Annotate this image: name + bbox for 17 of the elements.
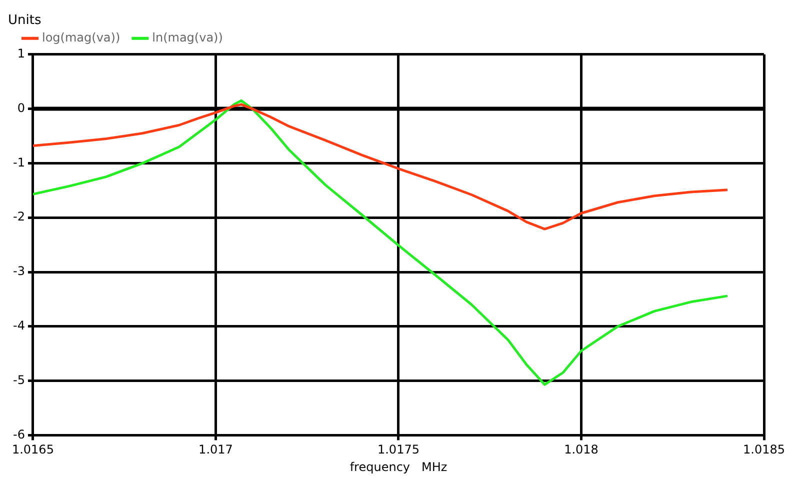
legend-label: log(mag(va)): [42, 30, 120, 45]
y-tick-label: -1: [12, 155, 25, 170]
y-tick-label: -4: [12, 318, 25, 333]
legend-label: ln(mag(va)): [152, 30, 223, 45]
x-tick-label: 1.0165: [12, 442, 54, 457]
x-axis-title: frequency MHz: [350, 460, 448, 474]
x-tick-label: 1.018: [564, 442, 598, 457]
y-tick-label: -3: [12, 264, 25, 278]
x-tick-label: 1.017: [198, 442, 233, 457]
x-tick-label: 1.0175: [377, 442, 420, 457]
y-tick-label: 0: [17, 100, 25, 115]
x-tick-label: 1.0185: [743, 442, 786, 457]
y-tick-label: -6: [12, 427, 25, 442]
y-tick-label: 1: [17, 46, 25, 61]
y-axis-title: Units: [8, 12, 42, 28]
y-tick-label: -2: [12, 210, 25, 224]
y-tick-label: -5: [12, 372, 25, 387]
